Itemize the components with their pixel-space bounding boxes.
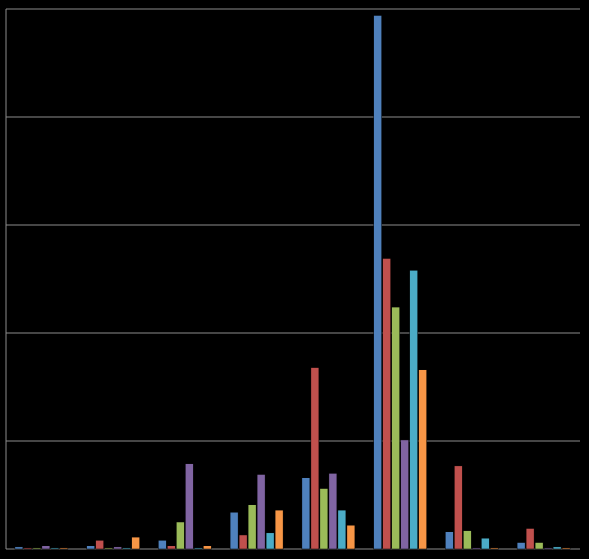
bar xyxy=(95,540,104,550)
bar xyxy=(328,473,338,550)
bar xyxy=(23,547,33,550)
bar xyxy=(319,488,329,550)
bar xyxy=(176,521,185,550)
bar xyxy=(516,542,526,550)
bar xyxy=(346,524,356,550)
bar xyxy=(122,547,131,550)
bar xyxy=(490,547,499,550)
bar xyxy=(472,547,481,550)
bar xyxy=(418,369,427,550)
bar xyxy=(543,547,553,550)
bar xyxy=(247,504,257,550)
bar xyxy=(256,474,266,550)
bar xyxy=(131,536,140,550)
bar xyxy=(32,547,42,550)
bar xyxy=(445,531,454,550)
bar xyxy=(185,463,194,550)
bar xyxy=(274,509,284,550)
bar xyxy=(409,270,418,550)
bar xyxy=(158,540,167,550)
bar xyxy=(265,532,275,550)
bar xyxy=(113,546,122,550)
bar xyxy=(561,547,571,550)
bar xyxy=(310,367,320,550)
bar xyxy=(552,546,562,550)
bar xyxy=(454,465,463,550)
bar xyxy=(238,534,248,550)
bar xyxy=(14,546,24,550)
bar xyxy=(104,547,113,550)
bar xyxy=(59,547,69,550)
bar xyxy=(50,547,60,550)
bar xyxy=(373,15,382,550)
bar xyxy=(229,512,239,550)
bar xyxy=(194,547,203,550)
bar xyxy=(463,530,472,550)
bar xyxy=(337,509,347,550)
bar xyxy=(391,306,400,550)
bar xyxy=(203,545,212,550)
bar xyxy=(525,528,535,550)
bar xyxy=(167,545,176,550)
bar xyxy=(400,439,409,550)
bar xyxy=(41,545,51,550)
bar xyxy=(382,258,391,550)
bar xyxy=(86,545,95,550)
bar xyxy=(534,542,544,550)
bar xyxy=(301,477,311,550)
bar xyxy=(481,537,490,550)
